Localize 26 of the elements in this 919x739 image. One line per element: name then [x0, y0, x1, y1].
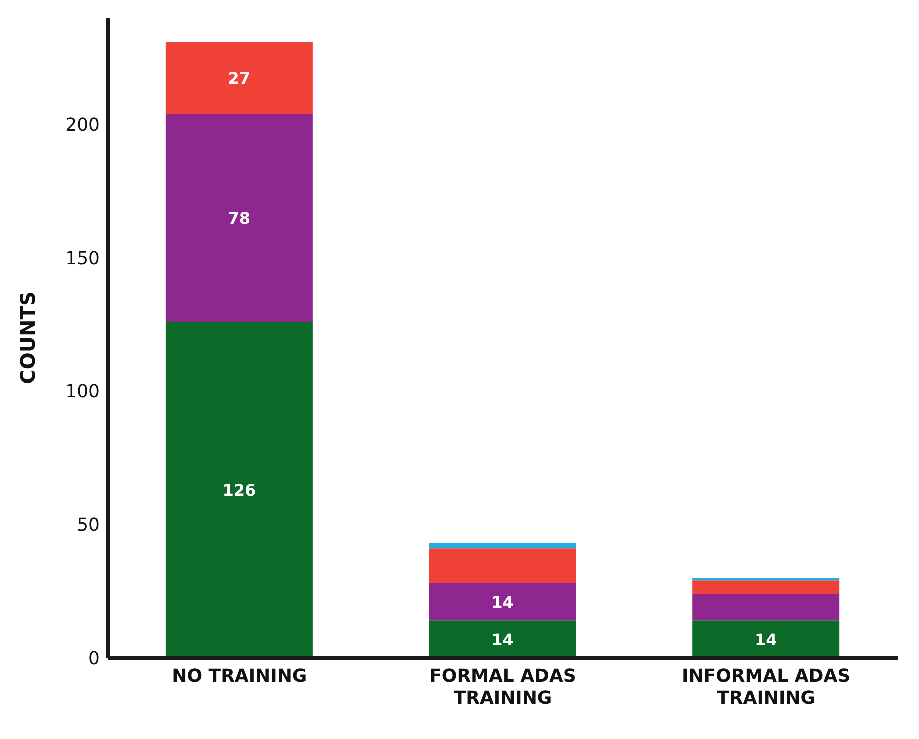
data-label: 126: [222, 481, 256, 500]
bar: [429, 543, 576, 549]
bar: [166, 322, 313, 658]
bar: [692, 594, 840, 621]
data-label: 14: [754, 630, 778, 650]
y-tick-label: 200: [66, 115, 100, 136]
x-tick-label: INFORMAL ADAS TRAINING: [682, 666, 851, 709]
bar: [429, 548, 576, 584]
bar: [166, 42, 313, 114]
data-label: 78: [228, 209, 251, 228]
data-label: 14: [492, 593, 514, 612]
bar: [692, 620, 840, 658]
data-label: 27: [228, 69, 251, 88]
y-tick-label: 100: [66, 382, 100, 403]
bar: [692, 580, 840, 594]
y-tick-label: 150: [66, 248, 100, 270]
x-tick-label: FORMAL ADAS TRAINING: [430, 666, 576, 709]
x-tick-label: NO TRAINING: [172, 666, 308, 687]
y-tick-label: 0: [88, 648, 100, 670]
bar: [429, 583, 576, 621]
data-label: 14: [492, 630, 514, 650]
bar: [166, 114, 313, 322]
y-axis-title: COUNTS: [16, 292, 40, 384]
y-tick-label: 50: [77, 515, 100, 536]
bar: [692, 578, 840, 581]
bar: [429, 620, 576, 658]
